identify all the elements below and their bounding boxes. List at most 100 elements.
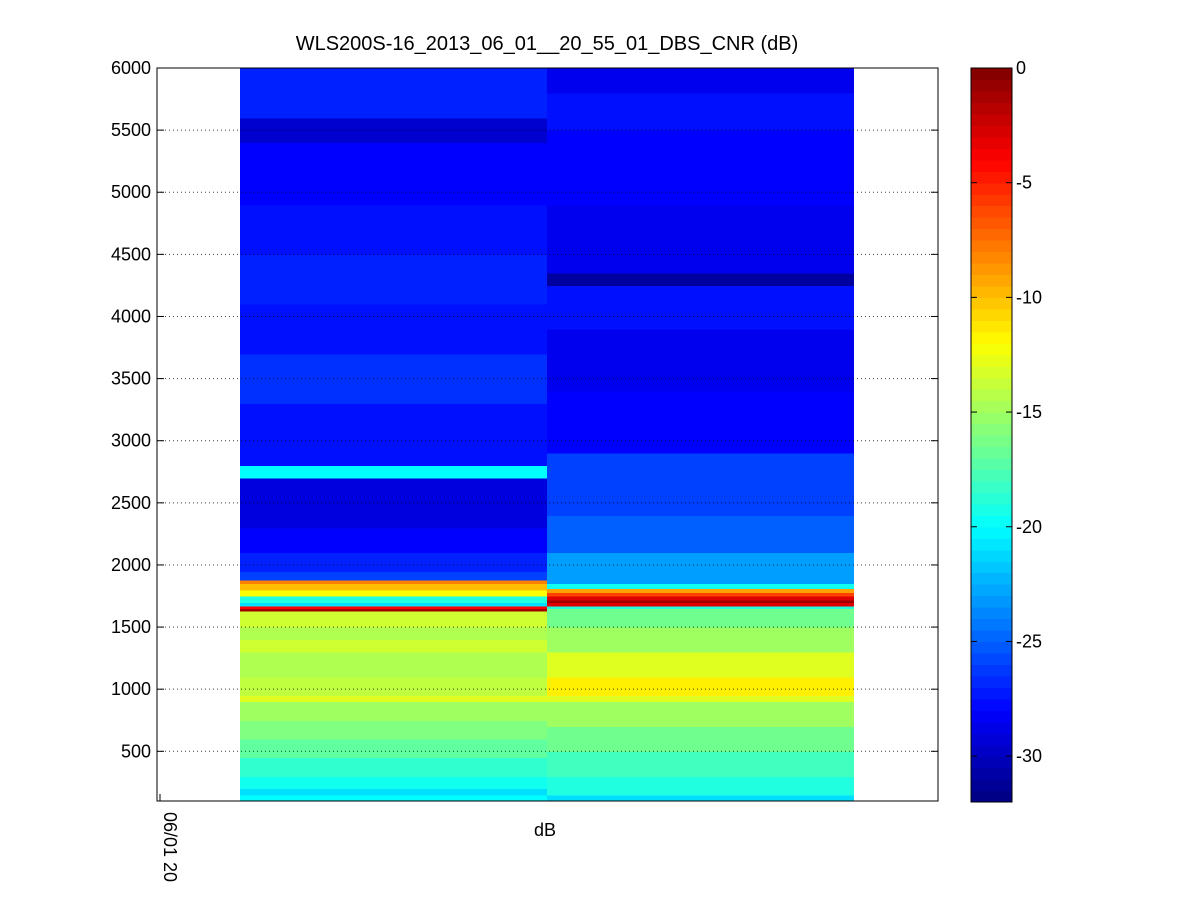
x-tick-label: 06/01 20: [160, 812, 180, 882]
colorbar-level: [971, 297, 1012, 310]
heatmap-cell: [240, 589, 547, 597]
colorbar-tick-label: 0: [1016, 58, 1026, 78]
heatmap-cell: [547, 552, 854, 585]
heatmap-cell: [547, 204, 854, 274]
colorbar-level: [971, 205, 1012, 218]
heatmap-cell: [240, 142, 547, 206]
colorbar-level: [971, 262, 1012, 276]
heatmap-cell: [240, 610, 547, 628]
x-axis: 06/01 20: [159, 794, 180, 882]
colorbar-level: [971, 217, 1012, 230]
colorbar-level: [971, 480, 1012, 493]
heatmap-cell: [240, 757, 547, 777]
colorbar-level: [971, 790, 1012, 803]
colorbar-level: [971, 274, 1012, 287]
y-tick-label: 3500: [111, 369, 151, 389]
colorbar-level: [971, 182, 1012, 195]
colorbar-level: [971, 492, 1012, 505]
colorbar-level: [971, 721, 1012, 734]
heatmap-cells: [240, 68, 854, 802]
heatmap-cell: [547, 453, 854, 516]
heatmap-cell: [240, 583, 547, 591]
colorbar-level: [971, 710, 1012, 723]
colorbar-level: [971, 90, 1012, 104]
plot-area: 500 1000 1500 2000 2500 3000 3500 4000 4500 5000 5…: [111, 58, 939, 882]
chart-title: WLS200S-16_2013_06_01__20_55_01_DBS_CNR …: [296, 33, 799, 55]
colorbar-tick-label: -10: [1016, 287, 1042, 307]
colorbar-level: [971, 366, 1012, 379]
colorbar-level: [971, 779, 1012, 792]
heatmap-cell: [240, 68, 547, 119]
colorbar-ticks: 0 -5 -10 -15 -20 -25 -30: [971, 58, 1042, 766]
colorbar-level: [971, 343, 1012, 356]
y-tick-label: 4500: [111, 244, 151, 264]
colorbar-level: [971, 526, 1012, 539]
heatmap-cell: [240, 676, 547, 696]
heatmap-cell: [547, 605, 854, 610]
y-tick-label: 6000: [111, 58, 151, 78]
heatmap-cell: [547, 391, 854, 454]
colorbar-level: [971, 423, 1012, 436]
heatmap-cell: [240, 701, 547, 721]
colorbar-level: [971, 607, 1012, 620]
heatmap-cell: [547, 676, 854, 696]
heatmap-cell: [547, 592, 854, 597]
colorbar-level: [971, 503, 1012, 516]
colorbar-level: [971, 584, 1012, 597]
y-tick-label: 3000: [111, 431, 151, 451]
heatmap-cell: [547, 794, 854, 802]
colorbar-level: [971, 113, 1012, 126]
plot-frame: [156, 67, 939, 802]
y-tick-label: 4000: [111, 306, 151, 326]
colorbar-level: [971, 435, 1012, 448]
heatmap-cell: [547, 602, 854, 607]
heatmap-cell: [547, 776, 854, 796]
y-tick-label: 5000: [111, 182, 151, 202]
colorbar-level: [971, 194, 1012, 207]
heatmap-cell: [240, 254, 547, 305]
colorbar-level: [971, 595, 1012, 608]
y-tick-label: 2500: [111, 493, 151, 513]
colorbar-level: [971, 125, 1012, 138]
colorbar-level: [971, 308, 1012, 321]
heatmap-cell: [547, 328, 854, 392]
colorbar-gradient: [971, 68, 1012, 803]
y-tick-label: 5500: [111, 120, 151, 140]
heatmap-cell: [240, 788, 547, 796]
heatmap-cell: [547, 701, 854, 728]
colorbar-level: [971, 744, 1012, 757]
colorbar-level: [971, 400, 1012, 413]
heatmap-cell: [547, 515, 854, 554]
heatmap-cell: [547, 599, 854, 603]
colorbar-level: [971, 446, 1012, 459]
y-tick-label: 1000: [111, 679, 151, 699]
colorbar-level: [971, 285, 1012, 298]
heatmap-cell: [240, 738, 547, 759]
heatmap-cell: [240, 794, 547, 802]
colorbar-level: [971, 79, 1012, 92]
colorbar-tick-label: -5: [1016, 173, 1032, 193]
colorbar-level: [971, 767, 1012, 780]
heatmap-cell: [240, 304, 547, 355]
colorbar-level: [971, 240, 1012, 253]
heatmap-cell: [547, 285, 854, 330]
colorbar-level: [971, 469, 1012, 482]
colorbar-level: [971, 733, 1012, 746]
heatmap-cell: [240, 695, 547, 703]
colorbar-level: [971, 549, 1012, 562]
heatmap-cell: [240, 465, 547, 479]
heatmap-cell: [240, 527, 547, 554]
colorbar-level: [971, 389, 1012, 402]
heatmap-cell: [547, 695, 854, 703]
heatmap-cell: [547, 651, 854, 678]
colorbar: 0 -5 -10 -15 -20 -25 -30: [970, 58, 1042, 803]
heatmap-cell: [240, 571, 547, 581]
heatmap-cell: [240, 605, 547, 610]
colorbar-level: [971, 171, 1012, 184]
heatmap-cell: [547, 726, 854, 752]
heatmap-cell: [240, 596, 547, 603]
heatmap-cell: [240, 608, 547, 612]
colorbar-tick-label: -25: [1016, 631, 1042, 651]
y-tick-label: 2000: [111, 555, 151, 575]
